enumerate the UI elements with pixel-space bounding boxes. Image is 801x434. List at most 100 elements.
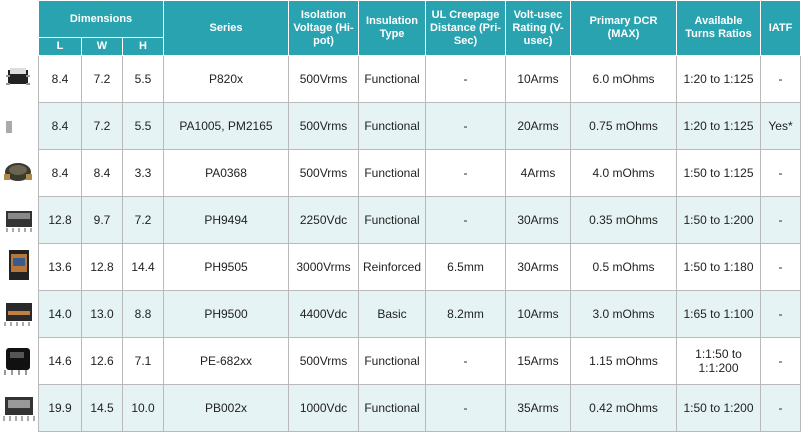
table-cell: PH9494 — [163, 196, 289, 244]
header-cell: Dimensions — [38, 0, 164, 38]
table-cell: 5.5 — [122, 102, 164, 150]
header-cell: Primary DCR (MAX) — [570, 0, 677, 56]
table-cell: 9.7 — [81, 196, 123, 244]
table-cell: PA1005, PM2165 — [163, 102, 289, 150]
icon — [6, 121, 12, 133]
icon — [4, 348, 30, 375]
table-cell: Functional — [358, 149, 426, 197]
table-cell: 19.9 — [38, 384, 82, 432]
table-cell: 6.5mm — [425, 243, 506, 291]
table-cell: - — [760, 149, 801, 197]
table-row: 14.0 13.0 8.8 PH9500 4400Vdc Basic 8.2mm 10Arms… — [38, 290, 801, 338]
table-cell: 8.8 — [122, 290, 164, 338]
table-cell: 1:20 to 1:125 — [676, 55, 761, 103]
table-cell: 7.2 — [122, 196, 164, 244]
table-cell: - — [760, 290, 801, 338]
product-icons — [0, 56, 38, 432]
header-cell: IATF — [760, 0, 801, 56]
icon — [4, 303, 32, 326]
table-cell: Reinforced — [358, 243, 426, 291]
table-cell: 30Arms — [505, 196, 571, 244]
spec-table: Dimensions Series Isolation Voltage (Hi-… — [38, 0, 801, 432]
header-cell: Insulation Type — [358, 0, 426, 56]
table-cell: Functional — [358, 102, 426, 150]
header-cell: L — [38, 37, 82, 56]
table-cell: 10Arms — [505, 290, 571, 338]
table-row: 8.4 8.4 3.3 PA0368 500Vrms Functional -4Arms 4.… — [38, 149, 801, 197]
table-cell: 14.0 — [38, 290, 82, 338]
table-cell: - — [760, 55, 801, 103]
table-cell: - — [425, 102, 506, 150]
table-cell: 0.75 mOhms — [570, 102, 677, 150]
table-row: 19.9 14.5 10.0 PB002x 1000Vdc Functional -35Ar… — [38, 384, 801, 432]
table-cell: - — [425, 149, 506, 197]
table-cell: Functional — [358, 196, 426, 244]
table-cell: PH9500 — [163, 290, 289, 338]
table-cell: 8.4 — [38, 102, 82, 150]
table-cell: PE-682xx — [163, 337, 289, 385]
table-cell: 12.8 — [38, 196, 82, 244]
table-cell: 12.8 — [81, 243, 123, 291]
table-cell: - — [760, 243, 801, 291]
icon — [3, 397, 35, 421]
table-cell: 1000Vdc — [288, 384, 359, 432]
table-cell: 500Vrms — [288, 337, 359, 385]
table-cell: - — [760, 384, 801, 432]
header-cell: Isolation Voltage (Hi-pot) — [288, 0, 359, 56]
table-cell: 1:50 to 1:200 — [676, 196, 761, 244]
table-row: 12.8 9.7 7.2 PH9494 2250Vdc Functional - 30Arms… — [38, 196, 801, 244]
table-cell: 13.0 — [81, 290, 123, 338]
table-cell: 500Vrms — [288, 102, 359, 150]
table-cell: 7.1 — [122, 337, 164, 385]
table-cell: 3.3 — [122, 149, 164, 197]
table-cell: 6.0 mOhms — [570, 55, 677, 103]
table-cell: Functional — [358, 337, 426, 385]
table-cell: 12.6 — [81, 337, 123, 385]
table-cell: 8.4 — [38, 149, 82, 197]
table-cell: 14.4 — [122, 243, 164, 291]
table-cell: 500Vrms — [288, 149, 359, 197]
table-cell: 14.6 — [38, 337, 82, 385]
table-cell: 8.2mm — [425, 290, 506, 338]
icon — [6, 211, 32, 232]
table-cell: 7.2 — [81, 102, 123, 150]
table-cell: - — [760, 196, 801, 244]
table-cell: PA0368 — [163, 149, 289, 197]
icon — [6, 68, 30, 85]
table-cell: PB002x — [163, 384, 289, 432]
table-cell: 4Arms — [505, 149, 571, 197]
table-body: 8.4 7.2 5.5 P820x 500Vrms Functional -10Arms 6.… — [38, 55, 801, 432]
table-cell: 0.42 mOhms — [570, 384, 677, 432]
table-cell: 8.4 — [81, 149, 123, 197]
icon — [4, 163, 32, 181]
table-cell: 30Arms — [505, 243, 571, 291]
table-cell: 20Arms — [505, 102, 571, 150]
table-cell: 0.35 mOhms — [570, 196, 677, 244]
table-cell: P820x — [163, 55, 289, 103]
table-cell: 14.5 — [81, 384, 123, 432]
table-cell: PH9505 — [163, 243, 289, 291]
header-cell: Volt-usec Rating (V-usec) — [505, 0, 571, 56]
table-cell: 2250Vdc — [288, 196, 359, 244]
table-cell: 15Arms — [505, 337, 571, 385]
table-cell: 0.5 mOhms — [570, 243, 677, 291]
table-row: 13.6 12.8 14.4 PH9505 3000Vrms Reinforced 6.5m… — [38, 243, 801, 291]
table-cell: 10.0 — [122, 384, 164, 432]
table-cell: Functional — [358, 55, 426, 103]
header-cell: W — [81, 37, 123, 56]
table-cell: 1:65 to 1:100 — [676, 290, 761, 338]
table-cell: 1:50 to 1:180 — [676, 243, 761, 291]
table-row: 8.4 7.2 5.5 P820x 500Vrms Functional -10Arms 6.… — [38, 55, 801, 103]
table-cell: 3000Vrms — [288, 243, 359, 291]
table-cell: 1:1:50 to 1:1:200 — [676, 337, 761, 385]
table-cell: 3.0 mOhms — [570, 290, 677, 338]
table-cell: 1:50 to 1:125 — [676, 149, 761, 197]
table-cell: 4400Vdc — [288, 290, 359, 338]
header-cell: UL Creepage Distance (Pri-Sec) — [425, 0, 506, 56]
table-cell: 1:20 to 1:125 — [676, 102, 761, 150]
table-cell: - — [425, 55, 506, 103]
table-cell: 1.15 mOhms — [570, 337, 677, 385]
table-row: 14.6 12.6 7.1 PE-682xx 500Vrms Functional -15A… — [38, 337, 801, 385]
table-cell: 500Vrms — [288, 55, 359, 103]
table-cell: 7.2 — [81, 55, 123, 103]
